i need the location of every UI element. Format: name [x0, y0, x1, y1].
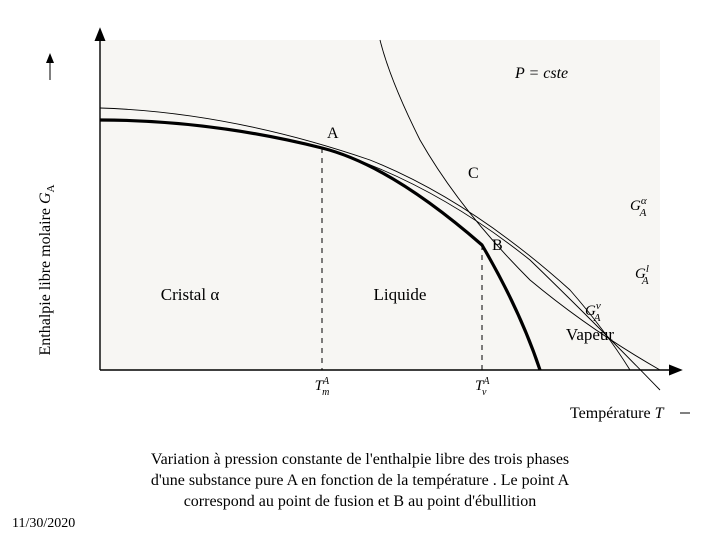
x-axis-ticks: TAm TAv	[315, 376, 491, 398]
y-axis-label: Enthalpie libre molaire GA	[37, 184, 57, 355]
svg-text:TAv: TAv	[475, 376, 490, 398]
caption-line-3: correspond au point de fusion et B au po…	[184, 493, 537, 510]
svg-text:Cristal α: Cristal α	[161, 285, 220, 304]
svg-text:Vapeur: Vapeur	[566, 325, 614, 344]
plot-background	[100, 40, 660, 370]
caption-line-1: Variation à pression constante de l'enth…	[151, 451, 569, 468]
figure-caption: Variation à pression constante de l'enth…	[40, 450, 680, 512]
x-axis-label: Température T	[570, 405, 665, 422]
caption-line-2: d'une substance pure A en fonction de la…	[151, 472, 569, 489]
pressure-constant-label: P = cste	[514, 65, 568, 82]
svg-text:Liquide: Liquide	[374, 285, 427, 304]
svg-text:A: A	[327, 125, 339, 142]
svg-text:C: C	[468, 165, 479, 182]
gibbs-energy-chart: ABC Cristal αLiquideVapeur GαAGlAGvA P =…	[30, 20, 690, 430]
slide-date: 11/30/2020	[12, 516, 75, 532]
svg-text:B: B	[492, 237, 503, 254]
svg-text:TAm: TAm	[315, 376, 330, 398]
